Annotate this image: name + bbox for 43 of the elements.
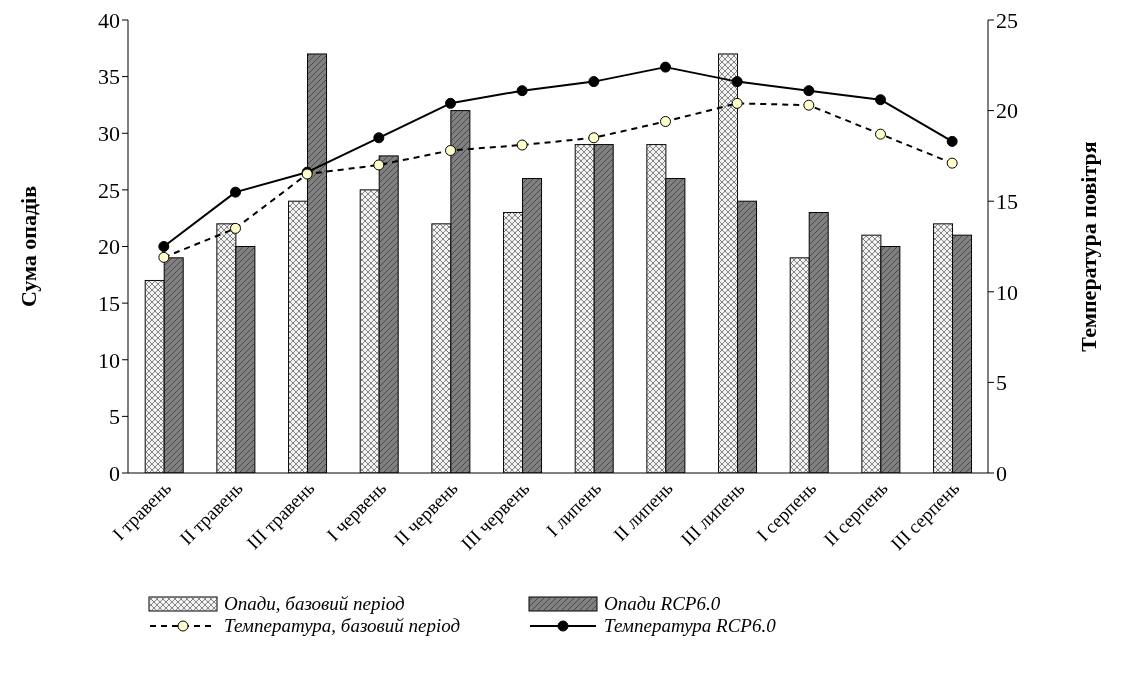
- point: [875, 128, 886, 140]
- point: [731, 76, 743, 88]
- legend-label: Температура, базовий період: [224, 615, 461, 637]
- point: [731, 97, 743, 109]
- point: [588, 132, 600, 144]
- y-axis-title: Сума опадів: [15, 185, 41, 308]
- legend-label: Опади, базовий період: [224, 593, 405, 615]
- y-tick-label: 20: [98, 234, 120, 260]
- y-tick-label: 0: [109, 460, 120, 486]
- point: [373, 132, 385, 144]
- point: [516, 85, 528, 97]
- y2-tick-label: 10: [996, 279, 1018, 305]
- y-tick-label: 10: [98, 347, 120, 373]
- y-tick-label: 25: [98, 177, 120, 203]
- point: [803, 85, 815, 97]
- y2-tick-label: 0: [996, 460, 1007, 486]
- y2-tick-label: 20: [996, 98, 1018, 124]
- point: [660, 61, 671, 73]
- point: [516, 139, 528, 151]
- y2-axis-title: Температура повітря: [1075, 141, 1101, 352]
- point: [445, 97, 456, 109]
- point: [158, 241, 170, 252]
- point: [158, 251, 170, 263]
- point: [875, 94, 886, 106]
- y-tick-label: 35: [98, 64, 120, 90]
- legend-label: Температура RCP6.0: [604, 615, 776, 637]
- y-tick-label: 40: [98, 7, 120, 33]
- point: [230, 186, 241, 198]
- y2-tick-label: 25: [996, 7, 1018, 33]
- y2-tick-label: 15: [996, 189, 1018, 215]
- y-tick-label: 30: [98, 121, 120, 147]
- point: [946, 135, 958, 147]
- y2-tick-label: 5: [996, 370, 1007, 396]
- point: [445, 144, 456, 156]
- y-tick-label: 5: [109, 404, 120, 430]
- point: [373, 159, 385, 171]
- legend-label: Опади RCP6.0: [604, 593, 721, 615]
- point: [946, 157, 958, 169]
- point: [803, 99, 815, 111]
- point: [660, 115, 671, 127]
- point: [588, 76, 600, 88]
- y-tick-label: 15: [98, 290, 120, 316]
- point: [230, 222, 241, 234]
